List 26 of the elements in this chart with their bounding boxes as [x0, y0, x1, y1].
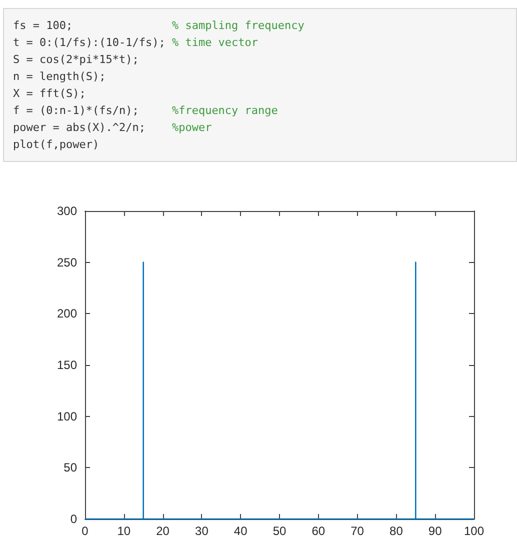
- x-tick-label: 70: [350, 524, 364, 538]
- x-tick-label: 50: [272, 524, 286, 538]
- y-tick-label: 250: [56, 255, 78, 270]
- text: X = fft(S);: [13, 86, 87, 102]
- y-tick-label: 150: [56, 358, 78, 372]
- x-tick-label: 60: [312, 524, 326, 538]
- y-tick-label: 50: [64, 460, 78, 475]
- x-tick-label: 100: [464, 524, 484, 538]
- y-tick-label: 100: [56, 409, 78, 424]
- x-tick-label: 10: [117, 524, 131, 538]
- text: fs = 100; % sampling frequency: [13, 19, 304, 32]
- y-tick-label: 0: [70, 512, 78, 526]
- x-tick-label: 80: [390, 524, 404, 538]
- text: S = cos(2*pi*15*t);: [13, 52, 140, 68]
- x-tick-label: 40: [234, 524, 248, 538]
- x-tick-label: 30: [195, 524, 209, 538]
- text: t = 0:(1/fs):(10-1/fs); % time vector: [13, 35, 260, 51]
- text: plot(f,power): [13, 137, 100, 153]
- text: n = length(S);: [13, 69, 107, 85]
- text: power = abs(X).^2/n; %power: [13, 121, 212, 134]
- y-tick-label: 300: [56, 204, 78, 218]
- x-tick-label: 20: [156, 524, 170, 538]
- y-tick-label: 200: [56, 306, 78, 321]
- x-tick-label: 0: [82, 524, 89, 538]
- text: f = (0:n-1)*(fs/n); %frequency range: [13, 104, 278, 117]
- x-tick-label: 90: [428, 524, 442, 538]
